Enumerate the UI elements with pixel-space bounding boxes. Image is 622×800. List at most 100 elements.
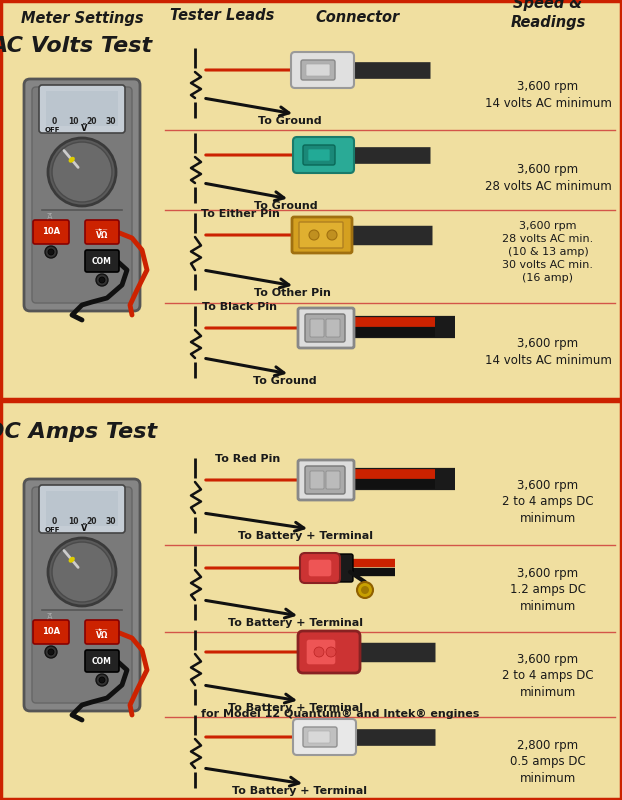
Circle shape [48, 538, 116, 606]
FancyBboxPatch shape [305, 466, 345, 494]
Circle shape [96, 674, 108, 686]
Ellipse shape [68, 557, 75, 562]
Text: 0: 0 [52, 517, 57, 526]
Text: To Battery + Terminal: To Battery + Terminal [233, 786, 368, 796]
Text: COM: COM [92, 257, 112, 266]
Circle shape [45, 246, 57, 258]
Text: A̅: A̅ [47, 213, 53, 222]
FancyBboxPatch shape [306, 64, 330, 76]
FancyBboxPatch shape [292, 217, 352, 253]
FancyBboxPatch shape [308, 149, 330, 161]
Circle shape [96, 274, 108, 286]
Circle shape [48, 138, 116, 206]
Text: OFF: OFF [45, 527, 60, 533]
Circle shape [314, 647, 324, 657]
Text: COM: COM [92, 657, 112, 666]
Circle shape [99, 677, 105, 683]
Text: Tester Leads: Tester Leads [170, 9, 274, 23]
FancyBboxPatch shape [32, 487, 132, 703]
Text: Connector: Connector [316, 10, 400, 26]
Circle shape [52, 142, 112, 202]
Text: To Either Pin: To Either Pin [200, 209, 279, 219]
FancyBboxPatch shape [39, 485, 125, 533]
Text: 3,600 rpm
28 volts AC min.
(10 & 13 amp)
30 volts AC min.
(16 amp): 3,600 rpm 28 volts AC min. (10 & 13 amp)… [503, 221, 593, 283]
Text: 20: 20 [86, 517, 97, 526]
Text: VΩ: VΩ [96, 230, 108, 239]
FancyBboxPatch shape [298, 308, 354, 348]
Text: 10A: 10A [42, 627, 60, 637]
FancyBboxPatch shape [306, 639, 336, 665]
FancyBboxPatch shape [85, 620, 119, 644]
FancyBboxPatch shape [32, 87, 132, 303]
FancyBboxPatch shape [85, 650, 119, 672]
FancyBboxPatch shape [33, 620, 69, 644]
FancyBboxPatch shape [299, 222, 343, 248]
Text: for Model 12 Quantum® and Intek® engines: for Model 12 Quantum® and Intek® engines [201, 709, 479, 719]
Circle shape [361, 586, 369, 594]
Text: DC Amps Test: DC Amps Test [0, 422, 157, 442]
Text: 30: 30 [106, 517, 116, 526]
FancyBboxPatch shape [298, 460, 354, 500]
FancyBboxPatch shape [326, 471, 340, 489]
FancyBboxPatch shape [303, 145, 335, 165]
Ellipse shape [68, 157, 75, 162]
Text: 3,600 rpm
1.2 amps DC
minimum: 3,600 rpm 1.2 amps DC minimum [510, 566, 586, 614]
FancyBboxPatch shape [310, 471, 324, 489]
Text: 3,600 rpm
14 volts AC minimum: 3,600 rpm 14 volts AC minimum [485, 80, 611, 110]
Text: 10: 10 [68, 117, 78, 126]
FancyBboxPatch shape [326, 319, 340, 337]
Text: VΩ: VΩ [96, 630, 108, 639]
Text: 3,600 rpm
2 to 4 amps DC
minimum: 3,600 rpm 2 to 4 amps DC minimum [502, 653, 594, 699]
Text: To Battery + Terminal: To Battery + Terminal [238, 531, 373, 541]
FancyBboxPatch shape [293, 719, 356, 755]
FancyBboxPatch shape [293, 137, 354, 173]
Text: To Battery + Terminal: To Battery + Terminal [228, 618, 363, 628]
FancyBboxPatch shape [308, 731, 330, 743]
FancyBboxPatch shape [46, 91, 118, 126]
FancyBboxPatch shape [85, 250, 119, 272]
Text: Ṽ: Ṽ [81, 524, 87, 533]
Text: To Other Pin: To Other Pin [254, 288, 330, 298]
Text: Speed &
Readings: Speed & Readings [510, 0, 586, 30]
Circle shape [45, 646, 57, 658]
Text: OFF: OFF [45, 127, 60, 133]
Circle shape [357, 582, 373, 598]
Circle shape [48, 649, 54, 655]
FancyBboxPatch shape [24, 79, 140, 311]
FancyBboxPatch shape [303, 727, 337, 747]
FancyBboxPatch shape [300, 553, 340, 583]
Text: A̅: A̅ [47, 613, 53, 622]
Text: 2,800 rpm
0.5 amps DC
minimum: 2,800 rpm 0.5 amps DC minimum [510, 738, 586, 786]
Text: To Ground: To Ground [254, 201, 318, 211]
FancyBboxPatch shape [24, 479, 140, 711]
Text: 20: 20 [86, 117, 97, 126]
Text: 0: 0 [52, 117, 57, 126]
Circle shape [48, 249, 54, 255]
Circle shape [309, 230, 319, 240]
Text: Ṽ: Ṽ [81, 124, 87, 133]
FancyBboxPatch shape [331, 554, 353, 582]
Circle shape [52, 542, 112, 602]
Text: 30: 30 [106, 117, 116, 126]
Text: 3,600 rpm
14 volts AC minimum: 3,600 rpm 14 volts AC minimum [485, 337, 611, 367]
Text: AC Volts Test: AC Volts Test [0, 36, 153, 56]
FancyBboxPatch shape [298, 631, 360, 673]
Text: 10A: 10A [42, 227, 60, 237]
Text: 10: 10 [68, 517, 78, 526]
FancyBboxPatch shape [301, 60, 335, 80]
Circle shape [326, 647, 336, 657]
Text: —►—: —►— [95, 627, 109, 633]
Text: To Red Pin: To Red Pin [215, 454, 281, 464]
Text: To Battery + Terminal: To Battery + Terminal [228, 703, 363, 713]
FancyBboxPatch shape [85, 220, 119, 244]
FancyBboxPatch shape [33, 220, 69, 244]
FancyBboxPatch shape [308, 559, 332, 577]
Text: —►—: —►— [95, 227, 109, 233]
Text: To Ground: To Ground [253, 376, 317, 386]
Text: To Black Pin: To Black Pin [203, 302, 277, 312]
Circle shape [327, 230, 337, 240]
FancyBboxPatch shape [39, 85, 125, 133]
Text: To Ground: To Ground [258, 116, 322, 126]
FancyBboxPatch shape [291, 52, 354, 88]
Text: 3,600 rpm
2 to 4 amps DC
minimum: 3,600 rpm 2 to 4 amps DC minimum [502, 478, 594, 526]
